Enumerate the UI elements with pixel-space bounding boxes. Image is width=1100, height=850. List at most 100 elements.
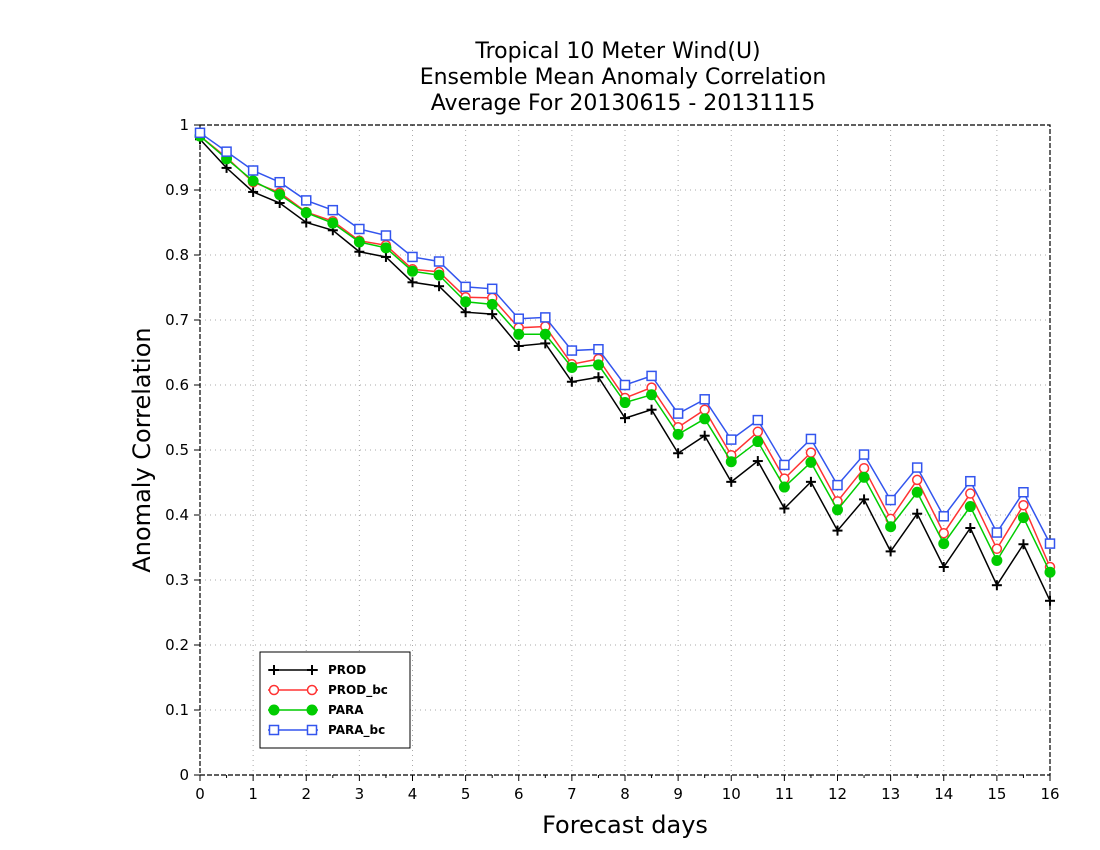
y-axis-label: Anomaly Correlation: [128, 327, 156, 572]
data-point-para: [646, 389, 658, 401]
data-point-para: [778, 481, 790, 493]
data-point-prod: [434, 281, 445, 292]
x-tick-label: 6: [514, 785, 524, 803]
data-point-para-bc: [460, 281, 471, 293]
data-point-prod-bc: [699, 404, 710, 415]
data-point-para-bc: [540, 312, 551, 323]
data-point-para: [566, 361, 578, 373]
data-point-prod: [726, 476, 737, 487]
data-point-prod-bc: [965, 488, 976, 499]
x-tick-label: 11: [775, 785, 794, 803]
data-point-prod: [752, 456, 763, 467]
x-tick-label: 1: [248, 785, 258, 803]
data-point-prod: [885, 546, 896, 557]
legend-item-prod: PROD: [268, 663, 366, 677]
data-point-para: [327, 217, 339, 229]
data-point-prod: [805, 476, 816, 487]
data-point-para: [832, 504, 843, 516]
data-point-para-bc: [752, 414, 764, 426]
data-point-prod: [646, 404, 657, 415]
data-point-para-bc: [1044, 538, 1056, 549]
data-point-para-bc: [247, 165, 259, 176]
data-point-para: [672, 428, 684, 440]
legend-box: [259, 651, 411, 749]
data-point-para: [911, 486, 923, 498]
legend-marker: [268, 704, 280, 716]
x-tick-label: 10: [722, 785, 741, 803]
data-point-para: [805, 456, 817, 468]
legend-item-para-bc: PARA_bc: [268, 723, 385, 738]
data-point-para-bc: [911, 462, 923, 473]
legend-label: PARA_bc: [328, 723, 385, 738]
legend-marker: [269, 665, 279, 675]
data-point-para: [858, 471, 870, 483]
x-tick-label: 15: [987, 785, 1006, 803]
data-point-para-bc: [805, 433, 817, 445]
data-point-para: [699, 413, 711, 425]
data-point-para: [433, 269, 445, 281]
y-tick-label: 0.1: [165, 701, 189, 719]
legend-marker: [306, 724, 318, 736]
legend-item-prod-bc: PROD_bc: [268, 683, 388, 698]
data-point-para-bc: [301, 195, 312, 206]
data-point-prod: [912, 508, 923, 519]
series-line-para: [199, 135, 1051, 573]
data-point-para-bc: [486, 283, 498, 295]
y-tick-label: 0: [179, 766, 189, 784]
series-layer: [194, 127, 1056, 606]
data-point-para: [1017, 512, 1029, 524]
data-point-prod: [380, 251, 391, 262]
data-point-para-bc: [938, 511, 949, 522]
y-tick-label: 0.5: [165, 441, 189, 459]
data-point-prod: [460, 307, 471, 318]
data-point-para: [353, 236, 365, 248]
data-point-para: [885, 521, 897, 533]
data-point-para-bc: [885, 494, 896, 506]
data-point-para: [938, 538, 950, 550]
data-point-para: [725, 456, 737, 468]
data-point-prod: [407, 277, 418, 288]
data-point-prod: [1018, 539, 1029, 550]
data-point-prod: [221, 162, 232, 173]
data-point-para-bc: [566, 345, 578, 356]
x-tick-label: 9: [673, 785, 683, 803]
data-point-para-bc: [380, 230, 392, 241]
data-point-prod-bc: [911, 474, 923, 486]
series-prod: [195, 134, 1055, 606]
data-point-para-bc: [354, 223, 365, 235]
legend-label: PROD: [328, 663, 366, 677]
x-tick-label: 3: [355, 785, 365, 803]
data-point-para: [380, 242, 392, 254]
data-point-para: [407, 265, 418, 277]
data-point-para: [752, 436, 764, 448]
legend-marker: [306, 704, 318, 716]
data-point-prod: [938, 562, 949, 572]
data-point-prod: [1045, 595, 1055, 606]
data-point-para-bc: [779, 459, 790, 471]
data-point-para: [460, 296, 472, 308]
data-point-para: [1044, 566, 1056, 578]
x-tick-label: 12: [828, 785, 847, 803]
legend-marker: [268, 684, 280, 696]
legend: PROD PROD_bc PARA PARA_bc: [259, 651, 411, 749]
data-point-prod: [487, 309, 498, 320]
legend-label: PARA: [328, 703, 364, 717]
x-tick-label: 4: [408, 785, 418, 803]
y-tick-label: 0.4: [165, 506, 189, 524]
x-axis: 0 1 2 3 4 5 6 7 8 9 10 11 12 13 14 15 16: [195, 775, 1060, 803]
series-para-bc: [194, 127, 1056, 549]
data-point-prod: [699, 430, 710, 441]
data-point-para: [539, 328, 551, 340]
x-tick-label: 14: [934, 785, 953, 803]
data-point-prod-bc: [991, 543, 1003, 555]
data-point-para-bc: [327, 204, 339, 216]
y-tick-label: 0.9: [165, 181, 189, 199]
data-point-para-bc: [1018, 487, 1029, 498]
series-line-para-bc: [199, 132, 1051, 544]
data-point-prod-bc: [938, 527, 949, 539]
data-point-para: [300, 207, 312, 219]
data-point-para-bc: [513, 313, 524, 324]
y-tick-label: 0.2: [165, 636, 189, 654]
data-point-para-bc: [619, 379, 631, 391]
data-point-prod: [248, 186, 259, 197]
